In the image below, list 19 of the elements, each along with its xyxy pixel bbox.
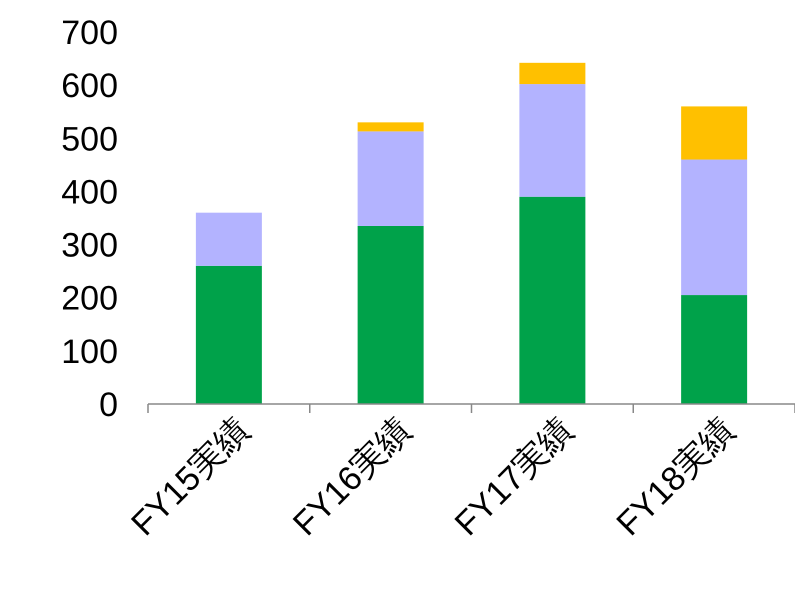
y-tick-label: 600	[61, 67, 118, 106]
bar	[358, 131, 424, 226]
y-tick-label: 500	[61, 120, 118, 158]
y-tick-label: 200	[61, 280, 118, 318]
y-tick-label: 0	[99, 386, 118, 424]
bar	[358, 122, 424, 132]
bar	[681, 295, 748, 404]
bar	[519, 62, 586, 84]
bar	[681, 106, 748, 160]
bar	[681, 160, 748, 296]
bar	[358, 226, 424, 404]
bar	[196, 266, 262, 404]
bar	[519, 196, 586, 404]
bar	[519, 84, 586, 197]
y-tick-label: 400	[61, 173, 118, 212]
bar	[196, 212, 262, 266]
y-tick-label: 300	[61, 226, 118, 265]
y-tick-label: 700	[61, 14, 118, 52]
y-tick-label: 100	[61, 332, 118, 371]
